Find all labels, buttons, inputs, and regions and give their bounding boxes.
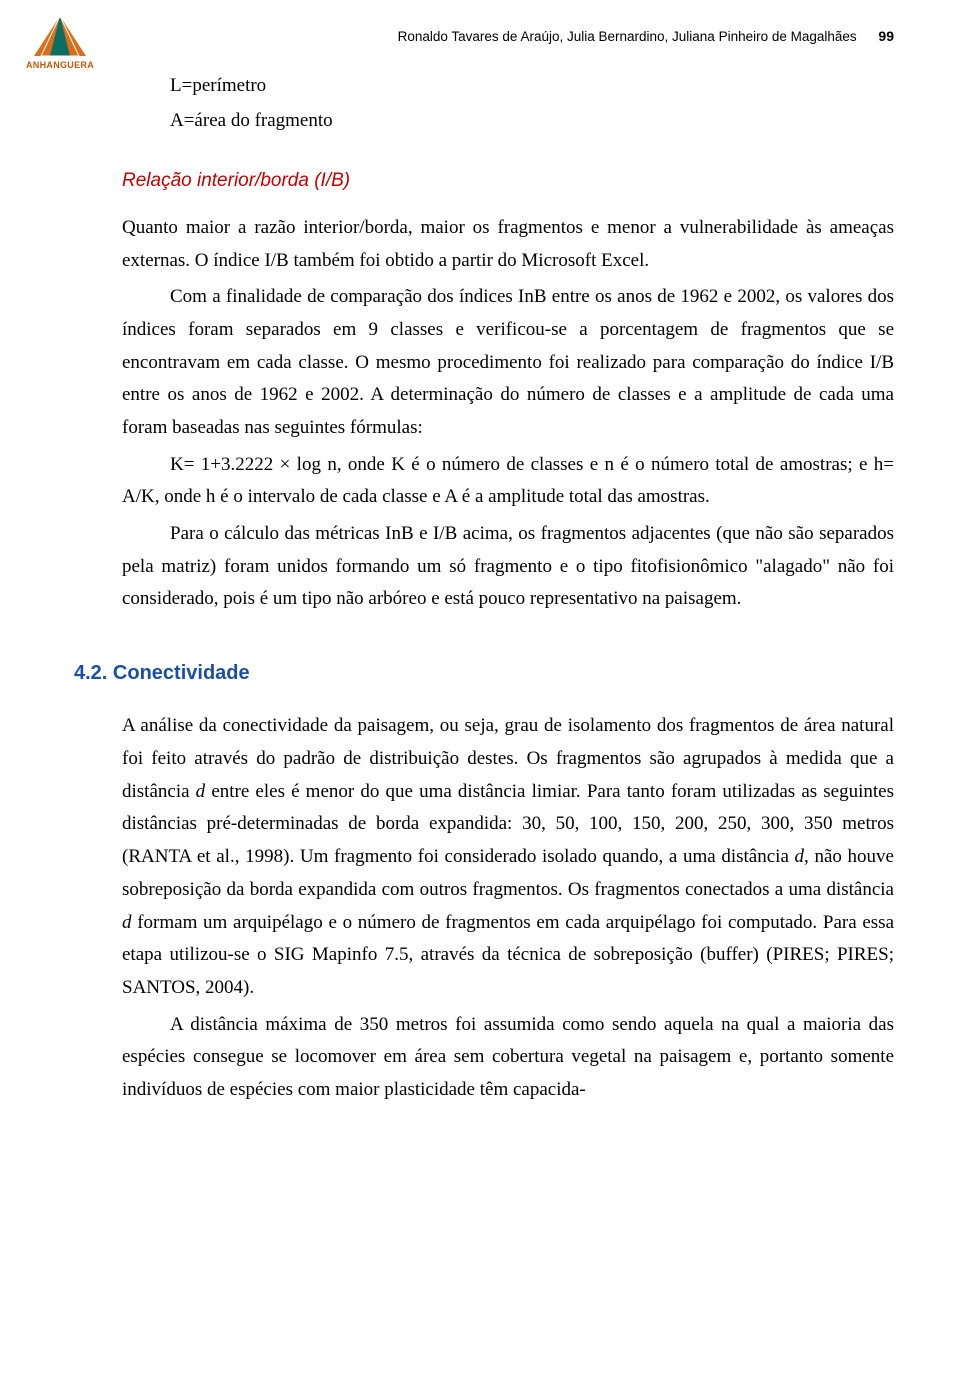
page-number: 99 <box>878 28 894 44</box>
formula-perimeter: L=perímetro <box>170 70 894 103</box>
logo-mark-icon <box>32 14 88 58</box>
paragraph-2: Com a finalidade de comparação dos índic… <box>122 281 894 444</box>
subheading-relacao: Relação interior/borda (I/B) <box>122 165 894 198</box>
section-heading: 4.2. Conectividade <box>74 656 894 690</box>
p5-part-d: formam um arquipélago e o número de frag… <box>122 912 894 998</box>
logo-label: ANHANGUERA <box>26 60 94 70</box>
p5-var-d3: d <box>122 912 132 933</box>
paragraph-3: K= 1+3.2222 × log n, onde K é o número d… <box>122 449 894 514</box>
paragraph-1: Quanto maior a razão interior/borda, mai… <box>122 212 894 277</box>
body-text: L=perímetro A=área do fragmento Relação … <box>122 70 894 1107</box>
p5-part-b: entre eles é menor do que uma distância … <box>122 781 894 867</box>
paragraph-4: Para o cálculo das métricas InB e I/B ac… <box>122 518 894 616</box>
p5-var-d2: d <box>795 846 805 867</box>
formula-area: A=área do fragmento <box>170 105 894 138</box>
publisher-logo: ANHANGUERA <box>26 14 94 70</box>
section-number: 4.2. <box>74 662 107 684</box>
running-head: Ronaldo Tavares de Araújo, Julia Bernard… <box>122 28 894 44</box>
paragraph-6: A distância máxima de 350 metros foi ass… <box>122 1009 894 1107</box>
p5-var-d1: d <box>196 781 206 802</box>
running-head-authors: Ronaldo Tavares de Araújo, Julia Bernard… <box>398 29 857 44</box>
section-title-text: Conectividade <box>113 662 250 684</box>
paragraph-5: A análise da conectividade da paisagem, … <box>122 710 894 1004</box>
